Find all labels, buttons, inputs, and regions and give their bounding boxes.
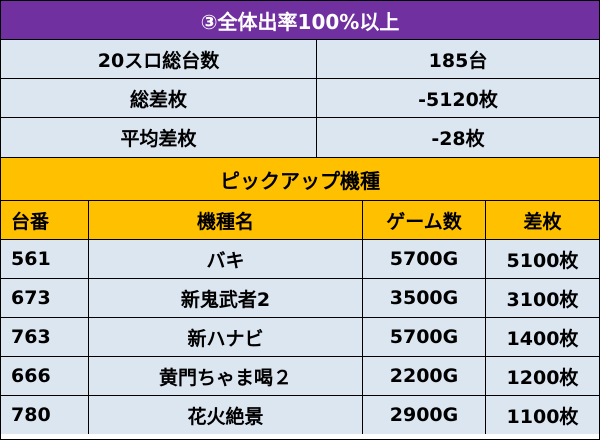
table-row: 780 花火絶景 2900G 1100枚 — [1, 396, 599, 434]
summary-value: -28枚 — [431, 128, 485, 150]
pickup-title: ピックアップ機種 — [220, 168, 380, 193]
pickup-title-bar: ピックアップ機種 — [1, 158, 599, 201]
pickup-table: 台番 機種名 ゲーム数 差枚 561 バキ 5700G 5100枚 673 新鬼… — [1, 201, 599, 434]
diff-cell: 1100枚 — [506, 405, 579, 428]
summary-row-average-diff: 平均差枚 -28枚 — [1, 118, 599, 158]
machine-number-cell: 561 — [1, 240, 89, 278]
table-row: 666 黄門ちゃま喝２ 2200G 1200枚 — [1, 357, 599, 396]
column-header-diff: 差枚 — [523, 210, 562, 233]
diff-cell: 5100枚 — [506, 249, 579, 272]
diff-cell: 1400枚 — [506, 327, 579, 350]
column-header-machine-number: 台番 — [1, 201, 89, 239]
summary-label: 20スロ総台数 — [1, 40, 317, 78]
table-row: 673 新鬼武者2 3500G 3100枚 — [1, 279, 599, 318]
table-header-row: 台番 機種名 ゲーム数 差枚 — [1, 201, 599, 240]
machine-number-cell: 666 — [1, 357, 89, 395]
model-name-cell: 新鬼武者2 — [89, 279, 363, 317]
summary-label: 総差枚 — [1, 79, 317, 117]
model-name-cell: 黄門ちゃま喝２ — [89, 357, 363, 395]
game-count-cell: 3500G — [363, 279, 486, 317]
model-name-cell: バキ — [89, 240, 363, 278]
game-count-cell: 5700G — [363, 240, 486, 278]
summary-label: 平均差枚 — [1, 118, 317, 157]
table-row: 763 新ハナビ 5700G 1400枚 — [1, 318, 599, 357]
summary-value: 185台 — [428, 49, 488, 72]
summary-row-total-machines: 20スロ総台数 185台 — [1, 40, 599, 79]
machine-number-cell: 673 — [1, 279, 89, 317]
column-header-game-count: ゲーム数 — [363, 201, 486, 239]
table-row: 561 バキ 5700G 5100枚 — [1, 240, 599, 279]
summary-value: -5120枚 — [418, 88, 498, 111]
model-name-cell: 新ハナビ — [89, 318, 363, 356]
section-title: ③全体出率100%以上 — [200, 9, 400, 34]
game-count-cell: 2900G — [363, 396, 486, 434]
diff-cell: 1200枚 — [506, 366, 579, 389]
model-name-cell: 花火絶景 — [89, 396, 363, 434]
diff-cell: 3100枚 — [506, 288, 579, 311]
summary-table: 20スロ総台数 185台 総差枚 -5120枚 平均差枚 -28枚 — [1, 40, 599, 158]
game-count-cell: 2200G — [363, 357, 486, 395]
column-header-model-name: 機種名 — [89, 201, 363, 239]
game-count-cell: 5700G — [363, 318, 486, 356]
machine-number-cell: 780 — [1, 396, 89, 434]
summary-row-total-diff: 総差枚 -5120枚 — [1, 79, 599, 118]
section-title-banner: ③全体出率100%以上 — [1, 1, 599, 40]
machine-number-cell: 763 — [1, 318, 89, 356]
